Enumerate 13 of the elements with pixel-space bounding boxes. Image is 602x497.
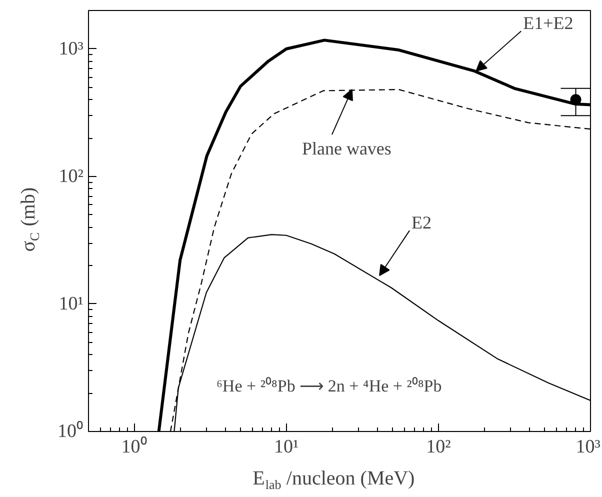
- annotation: Plane waves: [302, 138, 392, 159]
- x-tick-label: 10³: [576, 436, 601, 458]
- y-axis-title: σC (mb): [18, 187, 42, 252]
- y-tick-label: 10⁰: [58, 420, 84, 442]
- annotation: E1+E2: [523, 13, 574, 34]
- y-tick-label: 10²: [58, 166, 84, 187]
- y-tick-label: 10³: [58, 38, 84, 60]
- x-tick-label: 10²: [426, 436, 452, 458]
- annotation: E2: [412, 212, 432, 233]
- y-tick-label: 10¹: [58, 293, 84, 314]
- x-tick-label: 10⁰: [121, 436, 148, 458]
- x-tick-label: 10¹: [274, 436, 300, 458]
- annotation: ⁶He + ²⁰⁸Pb ⟶ 2n + ⁴He + ²⁰⁸Pb: [216, 376, 442, 396]
